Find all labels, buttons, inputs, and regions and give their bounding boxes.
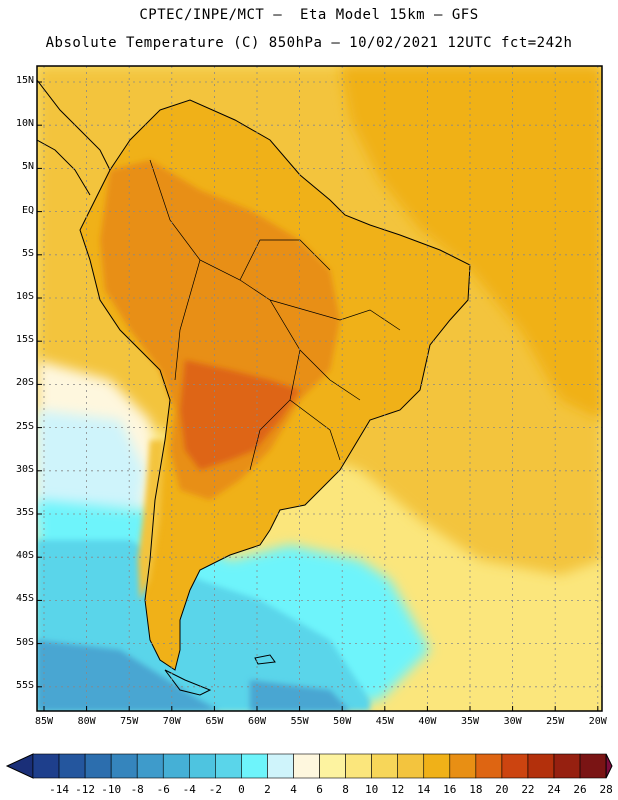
colorbar-swatch [58, 753, 86, 779]
colorbar-swatch [397, 753, 425, 779]
lon-label: 30W [503, 716, 522, 727]
coastlines [37, 79, 471, 696]
colorbar-tick-label: 10 [365, 783, 379, 796]
pacific-pale-tongue [37, 410, 145, 520]
colorbar-tick-label: -6 [156, 783, 170, 796]
colorbar-swatch [553, 753, 581, 779]
colorbar-swatch [501, 753, 529, 779]
colorbar-swatch [293, 753, 320, 779]
colorbar-swatch [267, 753, 294, 779]
colorbar-swatch [423, 753, 451, 779]
graticule [37, 66, 602, 711]
colorbar-swatch [527, 753, 555, 779]
colorbar-tick-label: 28 [599, 783, 613, 796]
colorbar-over-arrow [605, 753, 613, 779]
colorbar-swatch [189, 753, 216, 779]
colorbar-swatch [84, 753, 112, 779]
continent-outline [79, 99, 471, 671]
colorbar-tick-label: 8 [342, 783, 349, 796]
lat-label: 10S [15, 291, 34, 302]
colorbar-tick-label: 22 [521, 783, 535, 796]
colorbar-under-arrow [5, 753, 34, 779]
lon-label: 70W [162, 716, 181, 727]
colorbar-swatch [241, 753, 268, 779]
colorbar-tick-label: 20 [495, 783, 509, 796]
colorbar-swatch [475, 753, 503, 779]
chart-title-line1: CPTEC/INPE/MCT – Eta Model 15km – GFS [139, 7, 479, 23]
interior-hottest-zone [180, 360, 300, 470]
colorbar-tick-label: 0 [238, 783, 245, 796]
lon-label: 50W [333, 716, 352, 727]
colorbar-tick-label: -2 [208, 783, 222, 796]
lat-label: 40S [15, 550, 34, 562]
lon-label: 80W [77, 716, 96, 727]
colorbar-swatch [162, 753, 190, 779]
colorbar-swatch [136, 753, 164, 779]
lon-label: 60W [247, 716, 267, 727]
lat-label: 5N [21, 161, 34, 173]
lat-label: 50S [15, 636, 34, 648]
colorbar-swatch [345, 753, 372, 779]
colorbar-swatch [110, 753, 138, 779]
colorbar-tick-label: -10 [101, 783, 122, 796]
colorbar-swatch [215, 753, 242, 779]
southern-cold-field [37, 640, 350, 711]
lon-label: 40W [418, 716, 437, 727]
lat-label: 45S [15, 593, 34, 605]
colorbar-tick-label: 14 [417, 783, 431, 796]
lon-label: 65W [205, 716, 224, 727]
colorbar-swatch [319, 753, 346, 779]
lat-label: 20S [15, 377, 34, 389]
colorbar-tick-label: -14 [49, 783, 69, 796]
warm-ocean-core [340, 66, 602, 420]
axis-ticks [37, 81, 599, 711]
colorbar-tick-label: 4 [290, 783, 297, 796]
colorbar [5, 753, 613, 779]
colorbar-tick-label: 26 [573, 783, 587, 796]
lat-label: 15S [15, 334, 34, 346]
chart-title-line2: Absolute Temperature (C) 850hPa – 10/02/… [45, 35, 573, 51]
lat-label: 15N [15, 75, 34, 86]
lat-label: 30S [15, 463, 34, 475]
lon-label: 20W [588, 716, 607, 727]
colorbar-tick-label: 18 [469, 783, 483, 796]
plot-frame [36, 65, 603, 712]
colorbar-swatch [449, 753, 477, 779]
lat-label: EQ [21, 204, 34, 216]
country-borders [149, 159, 401, 471]
lat-label: 5S [21, 247, 34, 259]
colorbar-tick-label: -8 [130, 783, 144, 796]
lat-label: 55S [15, 679, 34, 691]
colorbar-tick-label: 6 [316, 783, 323, 796]
lon-label: 25W [546, 716, 565, 727]
lat-label: 25S [15, 420, 34, 432]
lon-label: 55W [290, 716, 309, 727]
colorbar-swatch [371, 753, 398, 779]
field-layer [37, 66, 602, 711]
tierra-del-fuego [164, 669, 212, 696]
lon-label: 85W [34, 716, 54, 727]
lon-label: 75W [120, 716, 139, 727]
colorbar-tick-label: 2 [264, 783, 271, 796]
lat-label: 10N [15, 118, 34, 130]
colorbar-tick-label: 12 [391, 783, 405, 796]
colorbar-tick-label: 24 [547, 783, 561, 796]
lon-label: 45W [375, 716, 394, 727]
central-america-outline [37, 79, 111, 196]
lon-label: 35W [460, 716, 480, 727]
colorbar-tick-label: -4 [182, 783, 196, 796]
colorbar-tick-label: -12 [75, 783, 96, 796]
colorbar-swatch [579, 753, 607, 779]
colorbar-swatch [32, 753, 60, 779]
colorbar-tick-label: 16 [443, 783, 457, 796]
lat-label: 35S [15, 507, 34, 518]
